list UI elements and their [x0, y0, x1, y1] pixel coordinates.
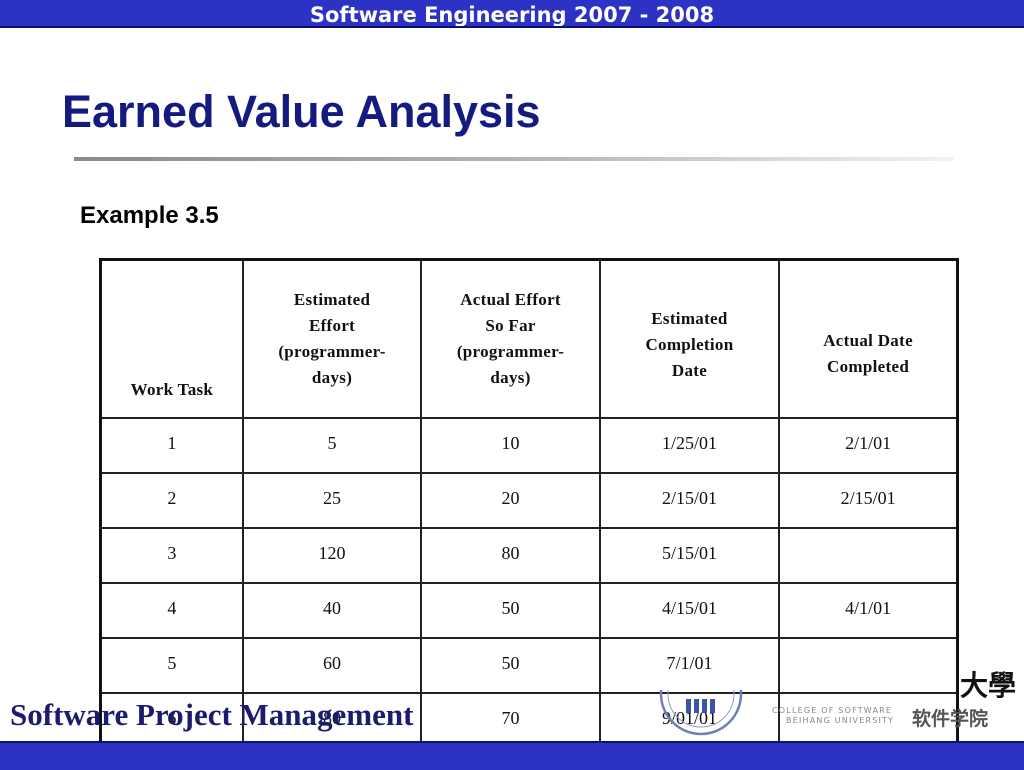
cell-estimated-date: 5/15/01 — [598, 527, 781, 584]
cell-task: 2 — [99, 472, 244, 529]
header-actual-date: Actual Date Completed — [778, 258, 959, 419]
header-work-task: Work Task — [99, 258, 244, 419]
cell-estimated-effort: 25 — [241, 472, 423, 529]
title-divider — [74, 157, 954, 161]
footer-course-title: Software Project Management — [10, 697, 414, 732]
cell-actual-date — [778, 527, 959, 584]
header-line: So Far — [485, 316, 536, 335]
college-name: COLLEGE OF SOFTWARE BEIHANG UNIVERSITY — [772, 706, 894, 726]
cell-estimated-date: 1/25/01 — [598, 417, 781, 474]
cell-actual-date: 2/1/01 — [778, 417, 959, 474]
college-name-chinese: 软件学院 — [912, 708, 989, 730]
cell-actual-date — [778, 637, 959, 694]
header-estimated-effort: Estimated Effort (programmer- days) — [241, 258, 423, 419]
cell-actual-effort: 50 — [420, 637, 601, 694]
cell-task: 1 — [99, 417, 244, 474]
header-line: days) — [311, 368, 353, 387]
header-line: Estimated — [651, 309, 728, 328]
cell-actual-effort: 80 — [420, 527, 601, 584]
header-line: Estimated — [293, 290, 371, 309]
header-line: Date — [671, 361, 708, 380]
header-line: (programmer- — [278, 342, 386, 361]
cell-task: 3 — [99, 527, 244, 584]
cell-estimated-date: 2/15/01 — [598, 472, 781, 529]
cell-actual-effort: 70 — [420, 692, 601, 750]
header-actual-effort: Actual Effort So Far (programmer- days) — [420, 258, 601, 419]
table-header-row: Work Task Estimated Effort (programmer- … — [99, 258, 959, 419]
cell-estimated-effort: 5 — [241, 417, 423, 474]
header-line: (programmer- — [456, 342, 565, 361]
table-row: 3 120 80 5/15/01 — [99, 527, 959, 584]
example-label: Example 3.5 — [80, 202, 219, 229]
top-bar: Software Engineering 2007 - 2008 — [0, 0, 1024, 28]
header-line: Actual Effort — [460, 290, 561, 309]
cell-task: 4 — [99, 582, 244, 639]
cell-estimated-date: 7/1/01 — [598, 637, 781, 694]
college-name-line: COLLEGE OF SOFTWARE — [772, 706, 893, 715]
college-name-line: BEIHANG UNIVERSITY — [786, 716, 895, 725]
header-line: Effort — [308, 316, 356, 335]
cell-task: 5 — [99, 637, 244, 694]
cell-actual-effort: 20 — [420, 472, 601, 529]
cell-actual-effort: 50 — [420, 582, 601, 639]
cell-estimated-date: 4/15/01 — [598, 582, 781, 639]
header-estimated-completion: Estimated Completion Date — [598, 258, 781, 419]
course-title: Software Engineering 2007 - 2008 — [309, 3, 715, 26]
cell-actual-effort: 10 — [420, 417, 601, 474]
table-row: 4 40 50 4/15/01 4/1/01 — [99, 582, 959, 639]
university-seal-logo — [658, 690, 744, 736]
cell-actual-date: 2/15/01 — [778, 472, 959, 529]
cell-actual-date: 4/1/01 — [778, 582, 959, 639]
table-row: 1 5 10 1/25/01 2/1/01 — [99, 417, 959, 474]
table-row: 2 25 20 2/15/01 2/15/01 — [99, 472, 959, 529]
cell-estimated-effort: 60 — [241, 637, 423, 694]
cell-estimated-effort: 120 — [241, 527, 423, 584]
header-line: Work Task — [130, 380, 214, 399]
university-glyph: 大學 — [960, 669, 1017, 702]
header-line: Completed — [827, 357, 910, 376]
header-line: days) — [490, 368, 531, 387]
slide-title: Earned Value Analysis — [62, 86, 541, 137]
earned-value-table: Work Task Estimated Effort (programmer- … — [99, 258, 959, 750]
table-row: 5 60 50 7/1/01 — [99, 637, 959, 694]
bottom-bar — [0, 741, 1024, 770]
cell-estimated-effort: 40 — [241, 582, 423, 639]
header-line: Actual Date — [823, 331, 913, 350]
header-line: Completion — [645, 335, 734, 354]
cell-actual-date — [778, 692, 959, 750]
